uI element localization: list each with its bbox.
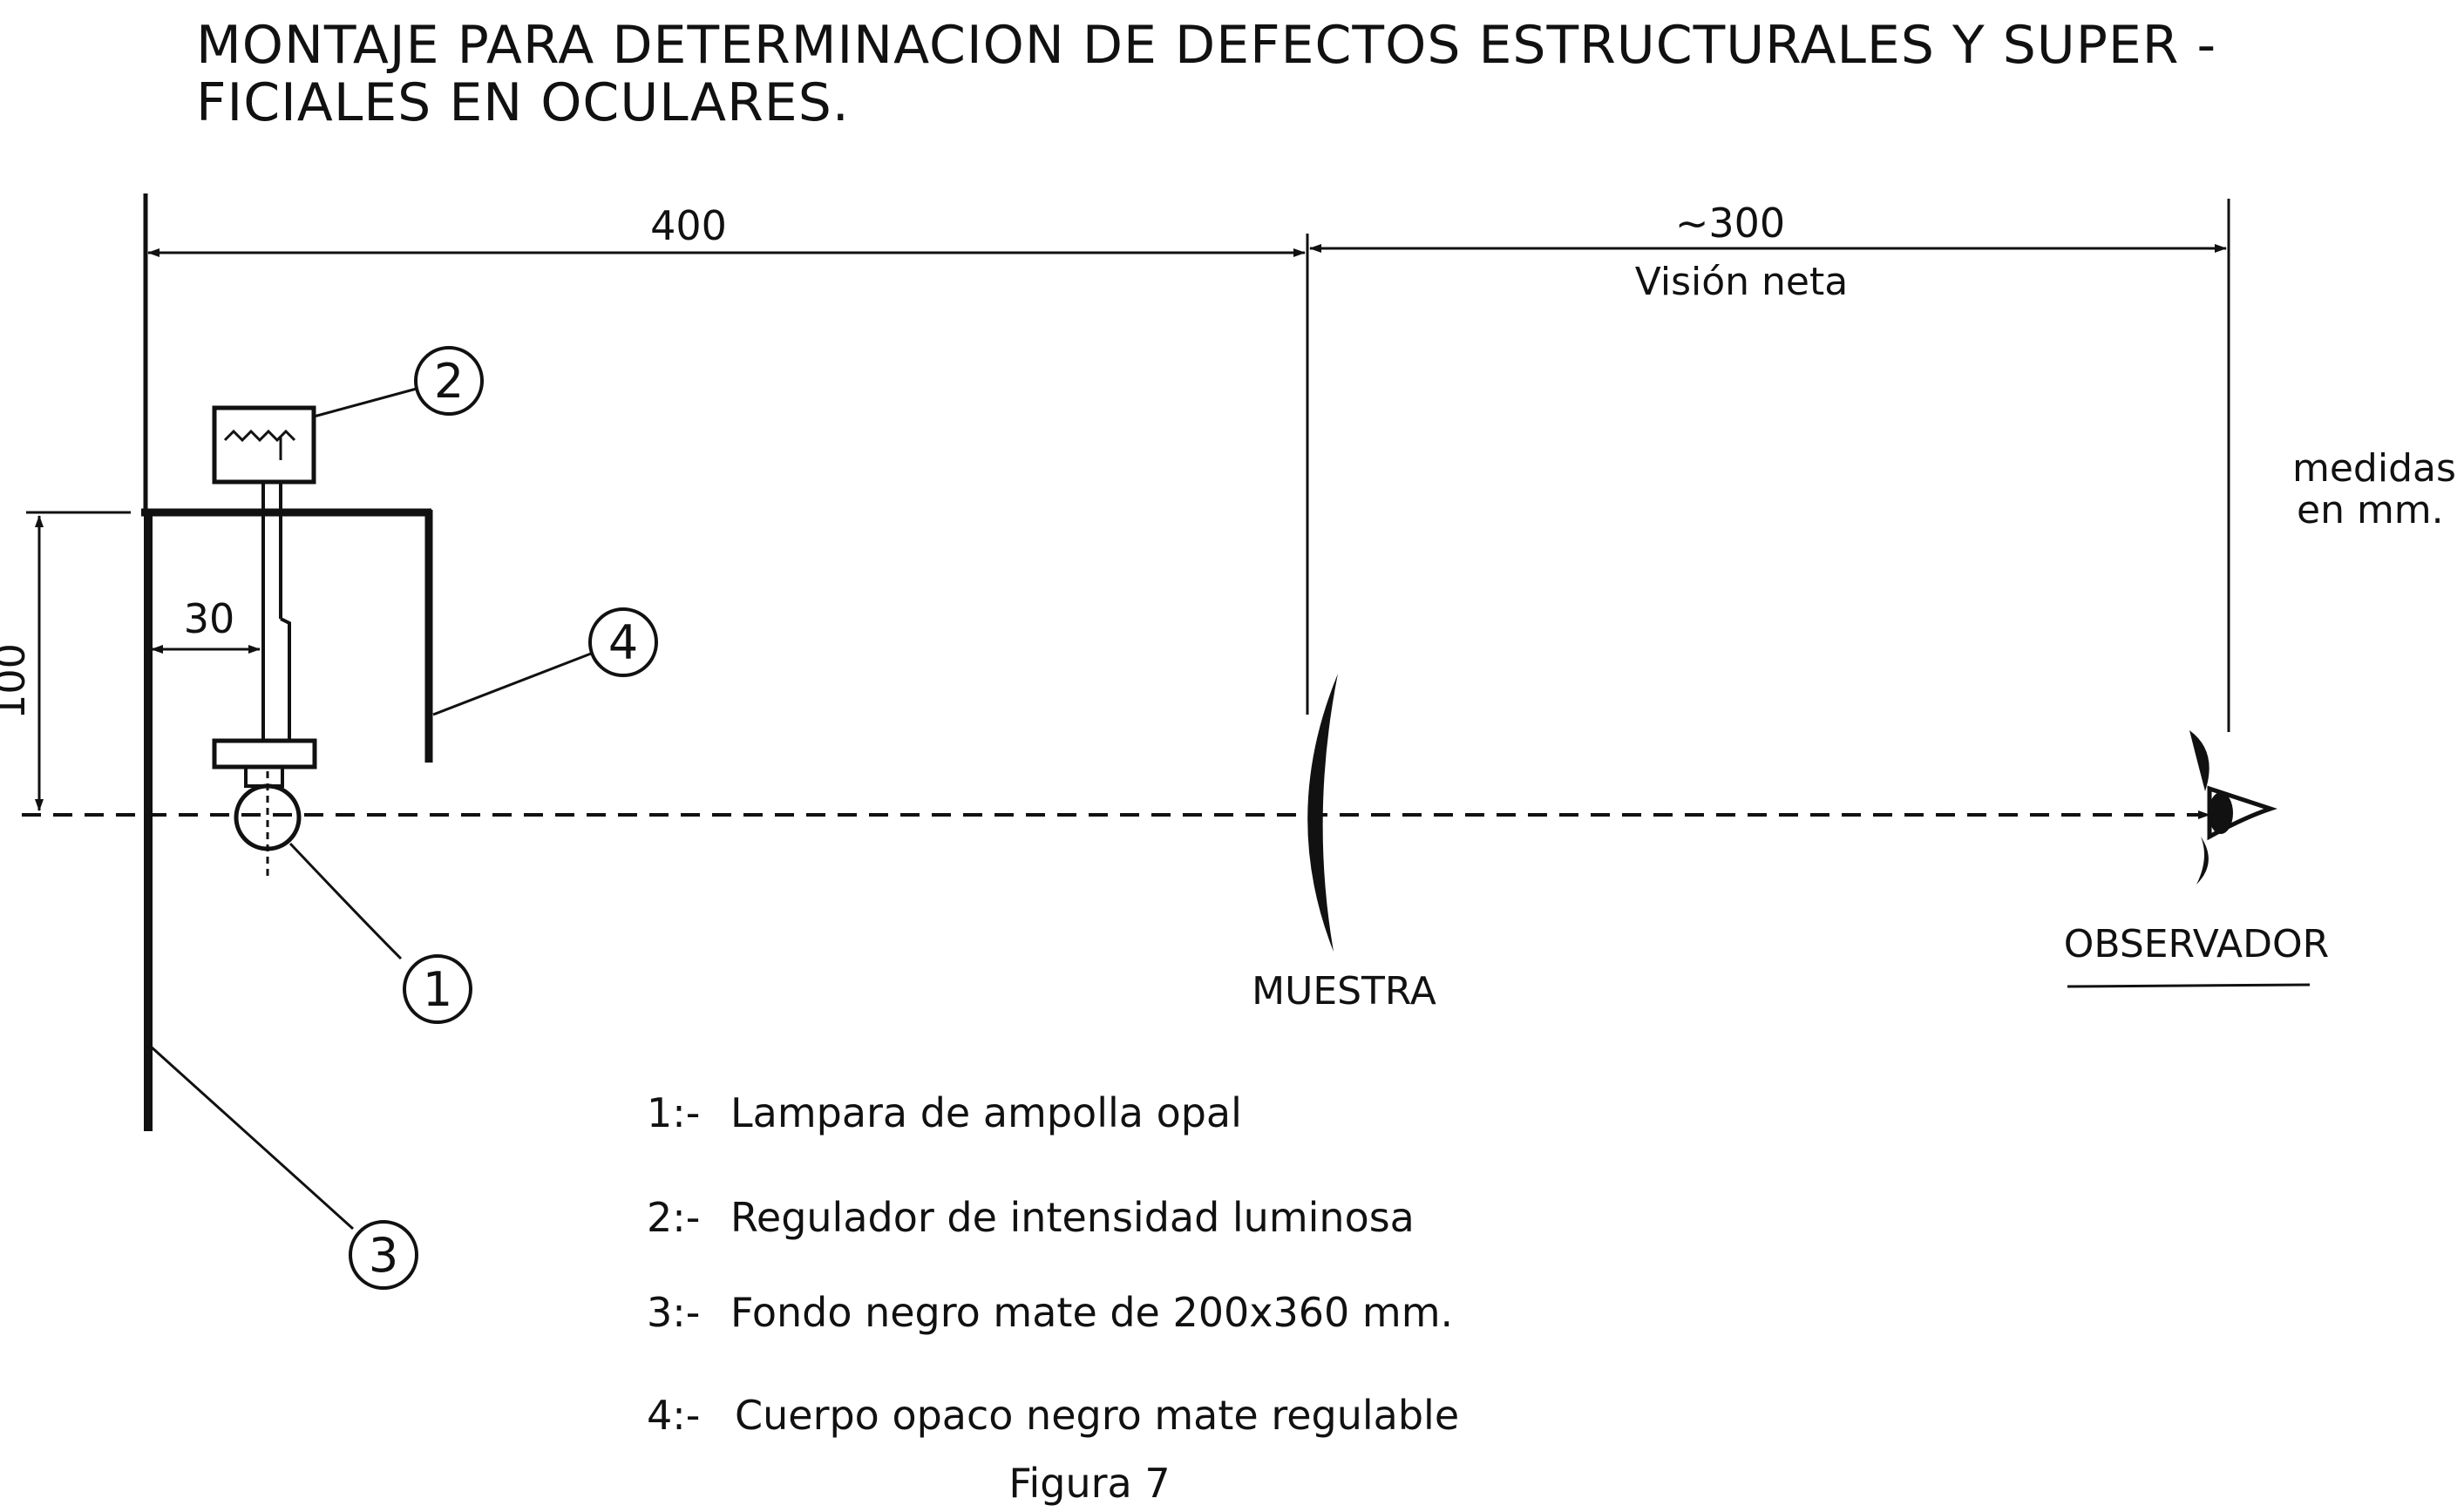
callout-4-circle xyxy=(588,607,658,677)
eye-pupil xyxy=(2209,792,2233,834)
dimension-300-label: ~300 xyxy=(1675,200,1785,247)
callout-1-circle xyxy=(403,954,472,1024)
callout-3-label: 3 xyxy=(369,1228,398,1283)
legend-text-2: Regulador de intensidad luminosa xyxy=(730,1194,1415,1241)
figure-caption: Figura 7 xyxy=(1008,1460,1170,1507)
callout-2-label: 2 xyxy=(434,354,464,409)
callout-2-circle xyxy=(414,346,484,416)
units-note-line-2: en mm. xyxy=(2297,488,2444,532)
regulator-resistor-icon xyxy=(223,429,296,443)
legend-number-1: 1:- xyxy=(647,1089,700,1136)
lamp-base xyxy=(212,738,317,770)
callout-3-leader xyxy=(148,1044,355,1231)
vision-neta-label: Visión neta xyxy=(1635,260,1848,304)
callout-1-leader xyxy=(288,842,403,960)
callout-1-label: 1 xyxy=(423,962,452,1017)
legend-text-4: Cuerpo opaco negro mate regulable xyxy=(735,1392,1459,1439)
intensity-regulator xyxy=(212,405,316,485)
legend: 1:- Lampara de ampolla opal 2:- Regulado… xyxy=(647,1089,1459,1439)
eye-lower-lash xyxy=(2196,837,2209,885)
units-note-line-1: medidas xyxy=(2292,446,2456,491)
dimension-400-label: 400 xyxy=(650,202,727,249)
observer-underline xyxy=(2067,983,2311,988)
observer-label: OBSERVADOR xyxy=(2064,922,2329,966)
lamp-socket xyxy=(244,765,284,788)
sample-label: MUESTRA xyxy=(1252,969,1436,1014)
dimension-30-label: 30 xyxy=(184,595,235,642)
title-line-2: FICIALES EN OCULARES. xyxy=(196,72,850,133)
lamp-bulb xyxy=(234,783,302,851)
eye-upper-lash xyxy=(2189,730,2209,791)
legend-text-3: Fondo negro mate de 200x360 mm. xyxy=(730,1289,1453,1336)
title-line-1: MONTAJE PARA DETERMINACION DE DEFECTOS E… xyxy=(196,15,2216,76)
sample-lens xyxy=(1307,674,1338,952)
legend-text-1: Lampara de ampolla opal xyxy=(730,1089,1242,1136)
callout-2-leader xyxy=(313,387,417,418)
dimension-100-label: 100 xyxy=(0,643,34,720)
callout-4-leader xyxy=(432,652,592,716)
lamp-stem-right-lower xyxy=(280,617,291,741)
callout-4-label: 4 xyxy=(608,615,638,670)
legend-number-2: 2:- xyxy=(647,1194,700,1241)
legend-number-3: 3:- xyxy=(647,1289,700,1336)
callout-3-circle xyxy=(349,1220,418,1290)
legend-number-4: 4:- xyxy=(647,1392,700,1439)
